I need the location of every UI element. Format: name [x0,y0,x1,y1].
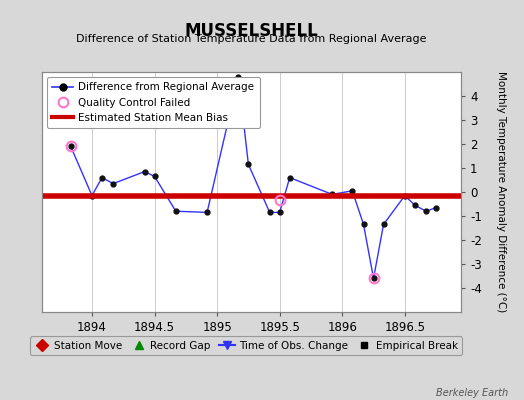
Legend: Station Move, Record Gap, Time of Obs. Change, Empirical Break: Station Move, Record Gap, Time of Obs. C… [30,336,462,355]
Legend: Difference from Regional Average, Quality Control Failed, Estimated Station Mean: Difference from Regional Average, Qualit… [47,77,259,128]
Text: Difference of Station Temperature Data from Regional Average: Difference of Station Temperature Data f… [77,34,427,44]
Y-axis label: Monthly Temperature Anomaly Difference (°C): Monthly Temperature Anomaly Difference (… [496,71,506,313]
Text: Berkeley Earth: Berkeley Earth [436,388,508,398]
Text: MUSSELSHELL: MUSSELSHELL [184,22,319,40]
